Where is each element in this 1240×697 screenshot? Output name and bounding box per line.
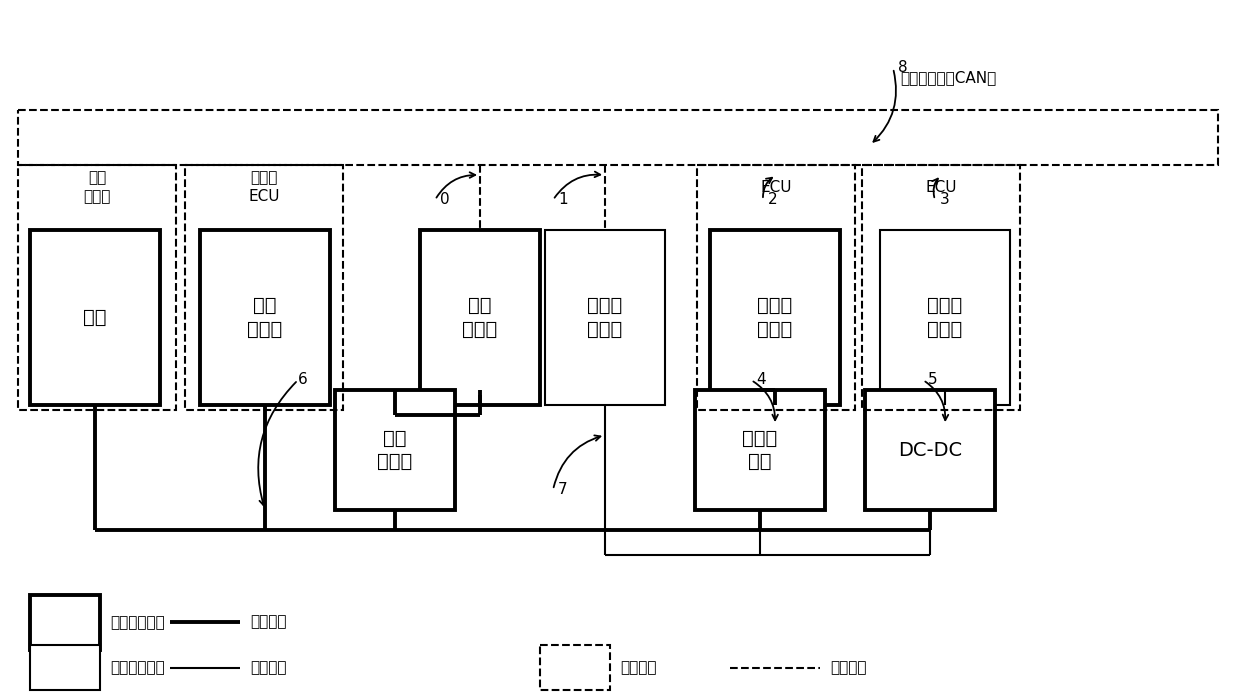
Bar — [19, 110, 1218, 165]
Text: 通信总线: 通信总线 — [830, 661, 867, 675]
Bar — [866, 390, 994, 510]
Text: 1: 1 — [558, 192, 568, 208]
Bar — [19, 165, 176, 410]
Bar — [185, 165, 343, 410]
Bar — [420, 230, 539, 405]
Text: 车载
充电机: 车载 充电机 — [247, 296, 283, 339]
Text: 高压电气单元: 高压电气单元 — [110, 615, 165, 630]
Text: 0: 0 — [440, 192, 450, 208]
Text: 电动汽车内部CAN网: 电动汽车内部CAN网 — [900, 70, 996, 86]
Bar — [539, 645, 610, 690]
Text: 电机
控制器: 电机 控制器 — [83, 170, 110, 204]
Bar — [335, 390, 455, 510]
Bar — [546, 230, 665, 405]
Text: 6: 6 — [298, 372, 308, 388]
Bar — [30, 595, 100, 650]
Bar — [200, 230, 330, 405]
Bar — [711, 230, 839, 405]
Text: 低压线束: 低压线束 — [250, 661, 286, 675]
Text: 高压
配电盒: 高压 配电盒 — [377, 429, 413, 471]
Text: ECU: ECU — [760, 180, 792, 194]
Bar — [30, 645, 100, 690]
Text: 2: 2 — [768, 192, 777, 208]
Bar — [862, 165, 1021, 410]
Text: 低压辅
助设备: 低压辅 助设备 — [928, 296, 962, 339]
Bar — [30, 230, 160, 405]
Text: 高压线束: 高压线束 — [250, 615, 286, 629]
Bar — [880, 230, 1011, 405]
Text: 充电机
ECU: 充电机 ECU — [248, 170, 280, 204]
Text: 电池管
理系统: 电池管 理系统 — [588, 296, 622, 339]
Text: 控制单元: 控制单元 — [620, 660, 656, 675]
Text: 3: 3 — [940, 192, 950, 208]
Bar — [694, 390, 825, 510]
Text: 电机: 电机 — [83, 308, 107, 327]
Text: 7: 7 — [558, 482, 568, 498]
Text: 4: 4 — [756, 372, 765, 388]
Text: DC-DC: DC-DC — [898, 441, 962, 459]
Bar — [697, 165, 856, 410]
Text: 功率变
换器: 功率变 换器 — [743, 429, 777, 471]
Text: ECU: ECU — [925, 180, 957, 194]
Text: 8: 8 — [898, 61, 908, 75]
Text: 高压辅
助设备: 高压辅 助设备 — [758, 296, 792, 339]
Text: 低压电气单元: 低压电气单元 — [110, 660, 165, 675]
Text: 动力
电池组: 动力 电池组 — [463, 296, 497, 339]
Text: 5: 5 — [928, 372, 937, 388]
